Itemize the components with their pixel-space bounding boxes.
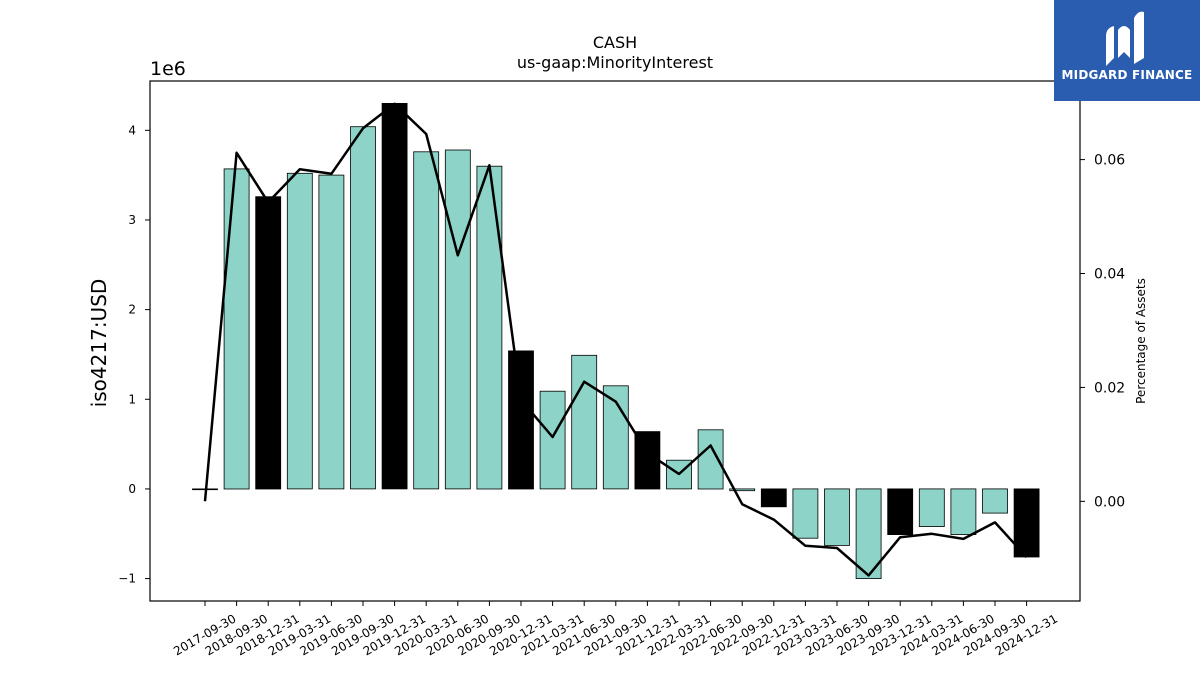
y-tick-label: 3 [128,213,136,227]
bar [950,488,977,535]
bar [602,385,629,490]
bar [887,488,914,535]
bar [413,151,440,490]
y2-tick-label: 0.00 [1094,494,1125,510]
bar [350,126,376,490]
bar [255,196,282,490]
chart-subtitle: us-gaap:MinorityInterest [517,53,713,72]
y2-tick-label: 0.02 [1094,380,1125,396]
chart-title: CASH [593,33,637,52]
bar [918,488,945,527]
y-tick-label: −1 [118,572,136,586]
midgard-finance-logo: MIDGARD FINANCE [1054,0,1200,101]
y2-tick-label: 0.06 [1094,153,1125,169]
logo-text: MIDGARD FINANCE [1061,68,1193,82]
bar [571,354,598,490]
y2-axis-label: Percentage of Assets [1134,278,1148,404]
percentage-line [203,102,1028,577]
y-scale-label: 1e6 [150,58,186,80]
bar [444,149,471,490]
y-tick-label: 1 [128,392,136,406]
bar [1013,488,1040,558]
logo-mark-icon [1106,11,1144,66]
plot-frame [149,80,1081,602]
y2-tick-label: 0.04 [1094,267,1125,283]
bar [286,172,313,490]
bar [697,429,724,490]
bar [476,165,503,490]
y-tick-label: 4 [128,123,136,137]
bar [760,488,787,508]
y-tick-label: 2 [128,303,136,317]
y-axis-label: iso4217:USD [87,279,111,408]
bar [508,350,534,490]
bar [982,488,1008,514]
bar [824,488,850,546]
bar [223,168,250,490]
bar [539,390,566,490]
bar [318,174,345,490]
bar [792,488,819,539]
bar [729,488,756,492]
bar [381,103,408,490]
y-tick-label: 0 [128,482,136,496]
